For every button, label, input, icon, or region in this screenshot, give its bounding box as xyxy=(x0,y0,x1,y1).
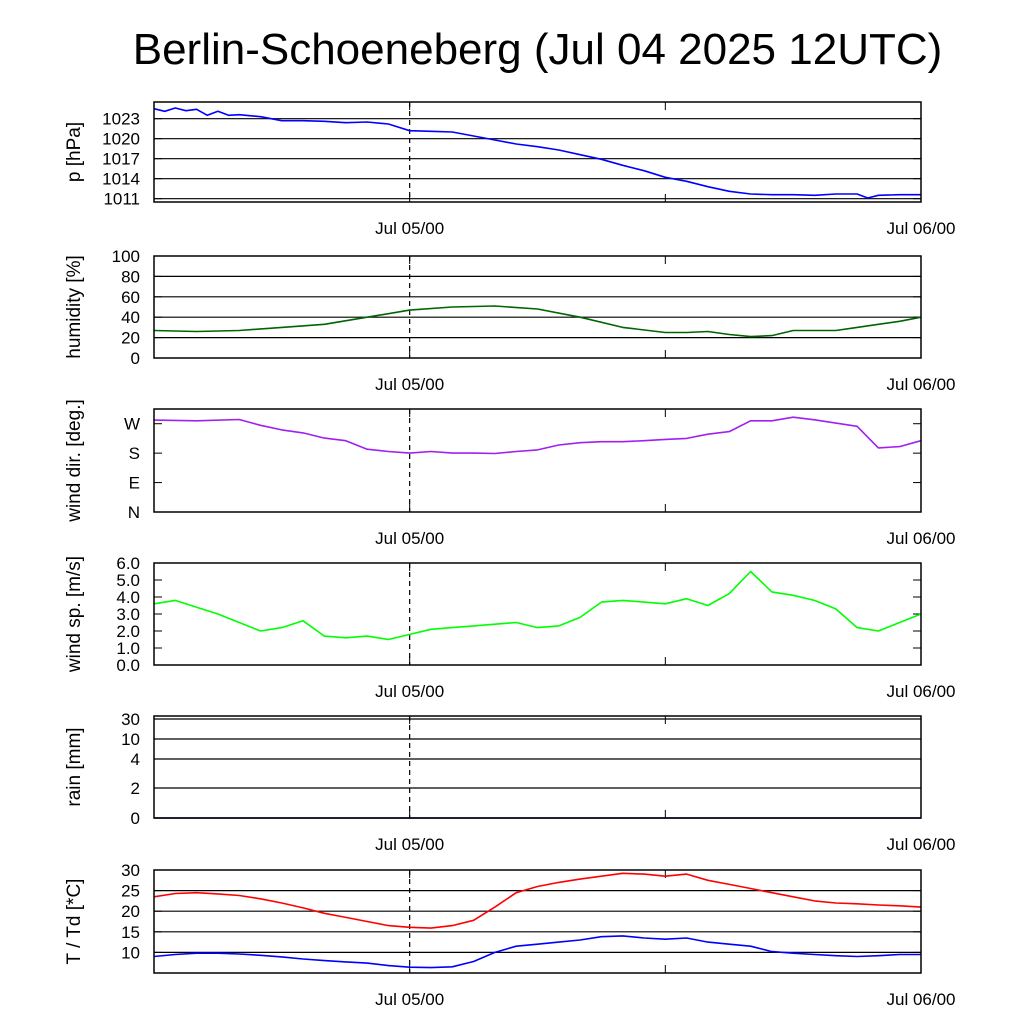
frame-wind_speed xyxy=(153,562,922,666)
xtick-label-temperature-1: Jul 06/00 xyxy=(887,990,956,1009)
xtick-label-humidity-1: Jul 06/00 xyxy=(887,375,956,394)
xtick-label-pressure-0: Jul 05/00 xyxy=(375,219,444,238)
ylabel-rain: rain [mm] xyxy=(64,727,85,806)
series-line-wind_speed-0 xyxy=(153,570,922,641)
ytick-label-humidity-2: 40 xyxy=(121,308,140,327)
ytick-label-wind_direction-1: E xyxy=(129,474,140,493)
ytick-label-pressure-3: 1020 xyxy=(102,130,140,149)
frame-rain xyxy=(153,715,922,819)
xtick-label-humidity-0: Jul 05/00 xyxy=(375,375,444,394)
frame-temperature xyxy=(153,869,922,974)
xtick-label-wind_speed-1: Jul 06/00 xyxy=(887,682,956,701)
ylabel-wind_direction: wind dir. [deg.] xyxy=(64,399,85,523)
ytick-label-temperature-3: 25 xyxy=(121,882,140,901)
series-line-wind_direction-0 xyxy=(153,416,922,455)
ytick-label-wind_speed-1: 1.0 xyxy=(116,639,140,658)
ytick-label-rain-1: 2 xyxy=(131,779,140,798)
series-line-temperature-1 xyxy=(153,935,921,969)
ytick-label-wind_speed-0: 0.0 xyxy=(116,656,140,675)
frame-pressure xyxy=(153,101,922,203)
xtick-label-pressure-1: Jul 06/00 xyxy=(887,219,956,238)
ytick-label-wind_direction-2: S xyxy=(129,444,140,463)
frame-humidity xyxy=(153,255,922,359)
ytick-label-pressure-4: 1023 xyxy=(102,110,140,129)
ytick-label-wind_speed-5: 5.0 xyxy=(116,571,140,590)
ytick-label-rain-2: 4 xyxy=(131,750,140,769)
ytick-label-rain-3: 10 xyxy=(121,730,140,749)
ytick-label-humidity-4: 80 xyxy=(121,267,140,286)
series-line-humidity-0 xyxy=(153,305,922,338)
ylabel-wind_speed: wind sp. [m/s] xyxy=(64,556,85,673)
ytick-label-rain-0: 0 xyxy=(131,809,140,828)
xtick-label-rain-0: Jul 05/00 xyxy=(375,835,444,854)
ytick-label-humidity-0: 0 xyxy=(131,349,140,368)
frame-wind_direction xyxy=(153,408,922,513)
ytick-label-wind_speed-2: 2.0 xyxy=(116,622,140,641)
xtick-label-wind_direction-1: Jul 06/00 xyxy=(887,529,956,548)
ytick-label-temperature-0: 10 xyxy=(121,943,140,962)
ytick-label-wind_direction-3: W xyxy=(124,415,140,434)
xtick-label-rain-1: Jul 06/00 xyxy=(887,835,956,854)
xtick-label-wind_direction-0: Jul 05/00 xyxy=(375,529,444,548)
panel-wind_speed: 0.01.02.03.04.05.06.0 wind sp. [m/s] Jul 0… xyxy=(64,554,956,701)
ytick-label-pressure-1: 1014 xyxy=(102,170,140,189)
ytick-label-humidity-5: 100 xyxy=(112,247,140,266)
chart-title: Berlin-Schoeneberg (Jul 04 2025 12UTC) xyxy=(132,25,943,74)
ytick-label-wind_speed-4: 4.0 xyxy=(116,588,140,607)
series-line-temperature-0 xyxy=(153,872,922,929)
ylabel-pressure: p [hPa] xyxy=(64,122,85,182)
ytick-label-temperature-1: 15 xyxy=(121,923,140,942)
series-line-pressure-0 xyxy=(153,107,921,199)
ytick-label-rain-4: 30 xyxy=(121,710,140,729)
ytick-label-temperature-2: 20 xyxy=(121,902,140,921)
ytick-label-pressure-2: 1017 xyxy=(102,150,140,169)
ytick-label-wind_speed-6: 6.0 xyxy=(116,554,140,573)
ytick-label-pressure-0: 1011 xyxy=(103,190,140,209)
xtick-label-wind_speed-0: Jul 05/00 xyxy=(375,682,444,701)
ytick-label-wind_speed-3: 3.0 xyxy=(116,605,140,624)
ytick-label-wind_direction-0: N xyxy=(128,503,140,522)
ytick-label-humidity-1: 20 xyxy=(121,329,140,348)
ylabel-temperature: T / Td [*C] xyxy=(64,879,85,965)
xtick-label-temperature-0: Jul 05/00 xyxy=(375,990,444,1009)
ytick-label-temperature-4: 30 xyxy=(121,861,140,880)
ytick-label-humidity-3: 60 xyxy=(121,288,140,307)
ylabel-humidity: humidity [%] xyxy=(64,255,85,358)
